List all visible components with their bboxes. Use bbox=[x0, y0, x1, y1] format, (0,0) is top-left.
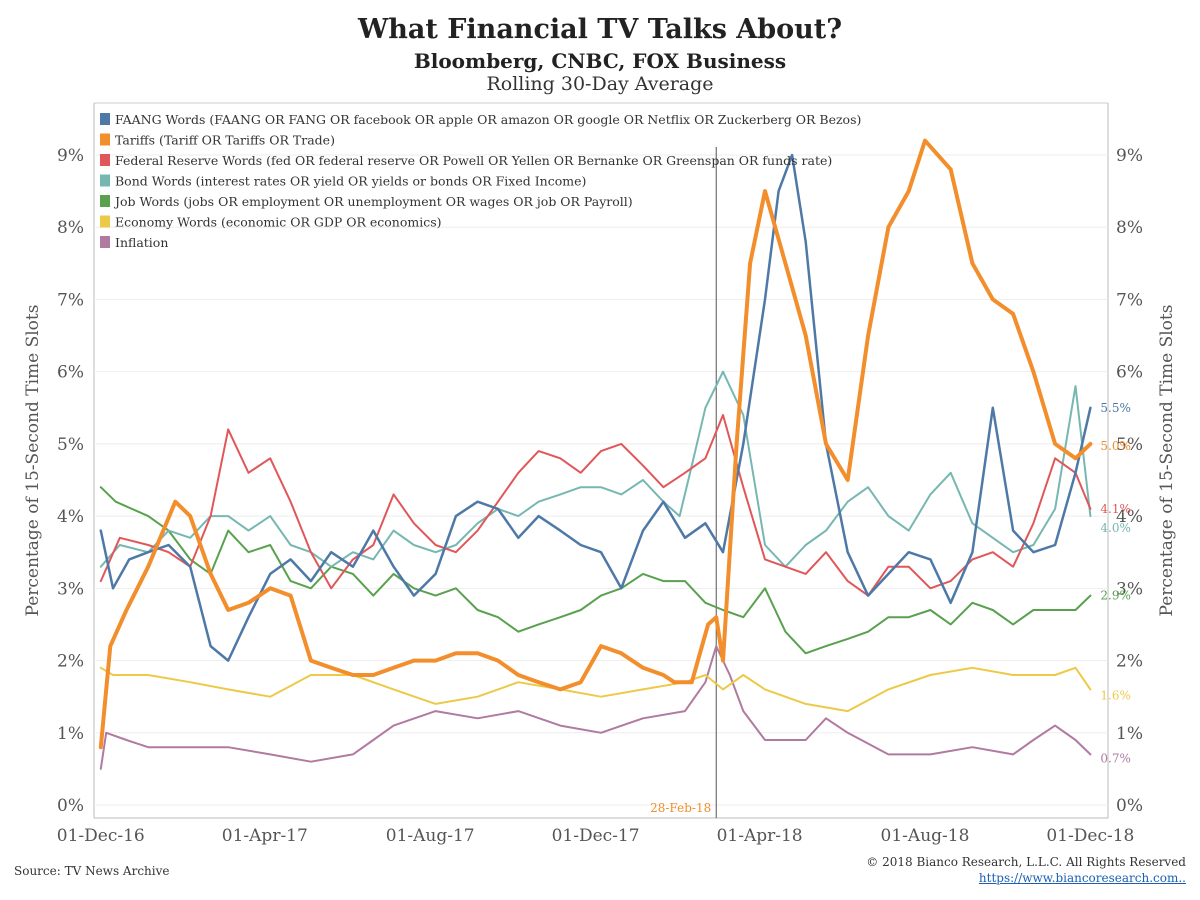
legend-item: Economy Words (economic OR GDP OR econom… bbox=[115, 215, 442, 230]
legend-swatch bbox=[100, 236, 110, 248]
x-tick-label: 01-Dec-16 bbox=[57, 826, 145, 846]
y-axis-title-right: Percentage of 15-Second Time Slots bbox=[1157, 305, 1177, 617]
series-end-label: 0.7% bbox=[1100, 751, 1131, 765]
legend-swatch bbox=[100, 174, 110, 187]
y-tick-label-right: 5% bbox=[1116, 435, 1143, 455]
legend-item: FAANG Words (FAANG OR FANG OR facebook O… bbox=[115, 112, 861, 127]
x-tick-label: 01-Aug-17 bbox=[386, 826, 475, 846]
y-tick-label-right: 0% bbox=[1116, 796, 1143, 816]
legend-swatch bbox=[100, 113, 110, 125]
y-tick-label-right: 4% bbox=[1116, 507, 1143, 527]
legend-swatch bbox=[100, 215, 110, 228]
y-tick-label-left: 4% bbox=[57, 507, 84, 527]
series-line-0 bbox=[99, 153, 1092, 662]
series-end-label: 4.0% bbox=[1100, 521, 1131, 535]
series-line-5 bbox=[99, 666, 1092, 713]
y-tick-label-right: 2% bbox=[1116, 652, 1143, 672]
x-tick-label: 01-Dec-18 bbox=[1046, 826, 1134, 846]
y-tick-label-left: 8% bbox=[57, 218, 84, 238]
series-end-label: 5.0% bbox=[1100, 439, 1131, 453]
series-end-label: 1.6% bbox=[1100, 688, 1131, 702]
chart-title: What Financial TV Talks About? bbox=[357, 14, 843, 45]
y-tick-label-right: 1% bbox=[1116, 724, 1143, 744]
series-line-6 bbox=[99, 645, 1092, 770]
copyright-note: © 2018 Bianco Research, L.L.C. All Right… bbox=[866, 855, 1186, 869]
legend-item: Bond Words (interest rates OR yield OR y… bbox=[115, 174, 586, 189]
series-line-3 bbox=[99, 370, 1092, 568]
chart-subtitle-2: Rolling 30-Day Average bbox=[486, 73, 714, 95]
series-end-label: 2.9% bbox=[1100, 589, 1131, 603]
y-tick-label-left: 0% bbox=[57, 796, 84, 816]
y-tick-label-left: 2% bbox=[57, 652, 84, 672]
y-tick-label-left: 7% bbox=[57, 290, 84, 310]
series-end-label: 5.5% bbox=[1100, 401, 1131, 415]
legend-swatch bbox=[100, 154, 110, 166]
series-end-label: 4.1% bbox=[1100, 502, 1131, 516]
legend-item: Tariffs (Tariff OR Tariffs OR Trade) bbox=[115, 133, 335, 148]
legend-item: Inflation bbox=[115, 235, 168, 250]
legend-swatch bbox=[100, 195, 110, 207]
series-line-4 bbox=[99, 486, 1092, 655]
x-tick-label: 01-Aug-18 bbox=[881, 826, 970, 846]
legend-swatch bbox=[100, 133, 110, 146]
y-tick-label-left: 3% bbox=[57, 579, 84, 599]
x-tick-label: 01-Dec-17 bbox=[552, 826, 640, 846]
y-tick-label-right: 7% bbox=[1116, 290, 1143, 310]
x-tick-label: 01-Apr-17 bbox=[222, 826, 308, 846]
y-tick-label-right: 3% bbox=[1116, 579, 1143, 599]
x-tick-label: 01-Apr-18 bbox=[717, 826, 803, 846]
series-line-2 bbox=[99, 414, 1092, 597]
y-tick-label-right: 6% bbox=[1116, 363, 1143, 383]
annotation-label: 28-Feb-18 bbox=[650, 801, 711, 815]
y-tick-label-left: 1% bbox=[57, 724, 84, 744]
y-tick-label-left: 5% bbox=[57, 435, 84, 455]
y-tick-label-right: 8% bbox=[1116, 218, 1143, 238]
chart-subtitle: Bloomberg, CNBC, FOX Business bbox=[413, 49, 787, 73]
legend-item: Federal Reserve Words (fed OR federal re… bbox=[115, 153, 832, 168]
source-note: Source: TV News Archive bbox=[14, 864, 170, 878]
y-tick-label-right: 9% bbox=[1116, 146, 1143, 166]
y-axis-title-left: Percentage of 15-Second Time Slots bbox=[23, 305, 43, 617]
y-tick-label-left: 6% bbox=[57, 363, 84, 383]
series-line-1 bbox=[98, 138, 1093, 750]
legend-item: Job Words (jobs OR employment OR unemplo… bbox=[113, 194, 633, 209]
website-link[interactable]: https://www.biancoresearch.com.. bbox=[978, 871, 1186, 885]
y-tick-label-left: 9% bbox=[57, 146, 84, 166]
